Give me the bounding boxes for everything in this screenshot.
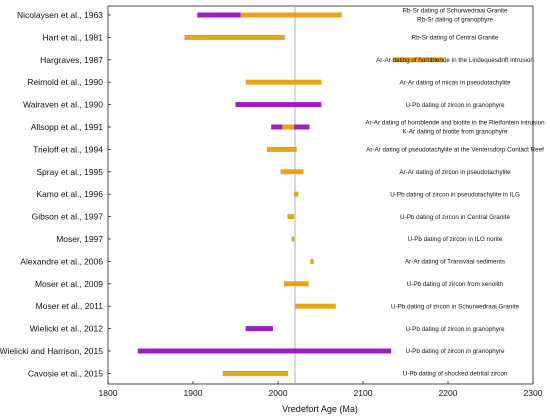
row-annotation: Ar-Ar dating of hornblende and biotite i…: [365, 120, 545, 127]
row-annotation: Ar-Ar dating of Transvaal sediments: [405, 259, 505, 266]
row-annotation: U-Pb dating of zircon in granophyre: [405, 326, 505, 333]
y-tick-label: Hart et al., 1981: [43, 32, 104, 42]
x-tick-label: 2300: [524, 388, 543, 398]
row-annotation: U-Pb dating of zircon in granophyre: [405, 348, 505, 355]
y-tick-label: Gibson et al., 1997: [32, 212, 104, 222]
row-annotation: U-Pb dating of zircon in ILG norite: [408, 236, 503, 243]
y-tick-label: Moser, 1997: [56, 234, 103, 244]
y-tick-label: Cavosie et al., 2015: [28, 368, 103, 378]
x-tick-label: 2000: [269, 388, 288, 398]
row-annotation: U-Pb dating of zircon in Central Granite: [400, 214, 510, 221]
row-annotations: Rb-Sr dating of Schurwedraai Granite Rb-S…: [365, 8, 545, 378]
range-bar-purple: [235, 102, 322, 108]
row-annotation: Rb-Sr dating of Central Granite: [412, 35, 499, 42]
x-tick-label: 1900: [184, 388, 203, 398]
y-tick-label: Wielicki and Harrison, 2015: [0, 346, 103, 356]
row-annotation: U-Pb dating of zircon from xenolith: [407, 281, 504, 288]
range-bar-orange: [283, 281, 309, 287]
range-bar-orange: [240, 12, 342, 18]
range-bar-orange: [392, 57, 444, 63]
range-bar-orange: [266, 146, 297, 152]
row-annotation: U-Pb dating of zircon in Schurwedraai Gr…: [391, 303, 520, 310]
row-annotation: U-Pb dating of zircon in pseudotachylite…: [390, 191, 520, 198]
y-tick-label: Reimold et al., 1990: [27, 77, 103, 87]
range-bar-purple: [245, 326, 273, 332]
y-tick-label: Kamo et al., 1996: [36, 189, 103, 199]
y-tick-label: Moser et al., 2011: [36, 301, 104, 311]
range-bar-orange: [295, 303, 336, 309]
y-tick-label: Nicolaysen et al., 1963: [17, 10, 103, 20]
row-annotation: Ar-Ar dating of micas in pseudotachylite: [400, 79, 511, 86]
row-annotation: U-Pb dating of zircon in granophyre: [405, 102, 505, 109]
y-tick-label: Spray et al., 1995: [36, 167, 103, 177]
y-tick-label: Moser et al., 2009: [35, 279, 103, 289]
y-tick-label: Trieloff et al., 1994: [33, 144, 103, 154]
row-annotation: Rb-Sr dating of Schurwedraai Granite: [403, 8, 508, 15]
x-tick-label: 2100: [354, 388, 373, 398]
y-tick-label: Walraven et al., 1990: [23, 100, 103, 110]
row-annotation: Ar-Ar dating of hornblende in the Lindeq…: [376, 57, 534, 64]
plot-area: [107, 5, 534, 385]
x-tick-label: 2200: [439, 388, 458, 398]
y-tick-label: Hargraves, 1987: [40, 55, 103, 65]
y-tick-label: Alexandre et al., 2006: [20, 256, 103, 266]
y-tick-label: Wielicki et al., 2012: [30, 324, 103, 334]
x-tick-label: 1800: [99, 388, 118, 398]
range-bar-orange: [294, 191, 299, 197]
row-annotation: Rb-Sr dating of granophyre: [417, 17, 493, 24]
range-bar-orange: [222, 370, 289, 376]
row-annotation: Ar-Ar dating of zircon in pseudotachylit…: [399, 169, 511, 176]
x-axis-title: Vredefort Age (Ma): [282, 404, 358, 414]
range-bar-orange: [184, 34, 285, 40]
range-bar-orange: [282, 124, 295, 130]
range-bar-orange: [291, 236, 295, 242]
row-annotation: U-Pb dating of shocked detrital zircon: [403, 371, 508, 378]
range-bar-orange: [280, 169, 304, 175]
range-bar-purple: [137, 348, 392, 354]
row-annotation: Ar-Ar dating of pseudotachylite at the V…: [366, 147, 544, 154]
y-tick-label: Allsopp et al., 1991: [31, 122, 104, 132]
y-tick-labels: Nicolaysen et al., 1963 Hart et al., 1981…: [0, 10, 111, 378]
bar-layer: [137, 12, 444, 376]
range-bar-purple: [197, 12, 241, 18]
row-annotation: K-Ar dating of biotite from granophyre: [402, 129, 508, 136]
x-axis-ticks: 1800 1900 2000 2100 2200 2300: [99, 381, 543, 398]
range-bar-orange: [287, 214, 295, 220]
range-bar-orange: [245, 79, 322, 85]
range-bar-orange: [310, 258, 314, 264]
